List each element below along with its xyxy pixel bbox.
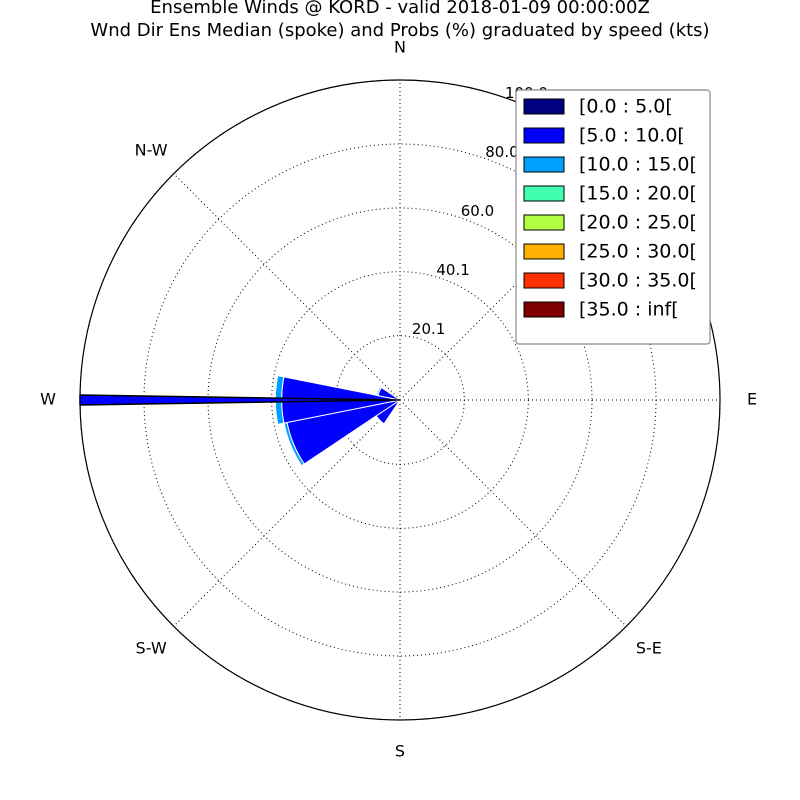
r-tick-label: 80.0 (485, 143, 518, 161)
legend-label: [15.0 : 20.0[ (579, 183, 697, 205)
legend-label: [30.0 : 35.0[ (579, 270, 697, 292)
direction-label: E (747, 390, 757, 409)
grid-spoke (399, 173, 627, 401)
direction-label: S (395, 742, 405, 761)
grid-ring (143, 143, 657, 657)
chart-subtitle: Wnd Dir Ens Median (spoke) and Probs (%)… (90, 20, 709, 41)
legend-label: [10.0 : 15.0[ (579, 154, 697, 176)
r-tick-label: 20.1 (412, 320, 445, 338)
legend-swatch (523, 243, 565, 260)
legend-swatch (523, 272, 565, 289)
legend-label: [5.0 : 10.0[ (579, 125, 685, 147)
grid-spoke (173, 173, 401, 401)
direction-label: N (394, 38, 406, 57)
grid-spoke (399, 399, 627, 627)
legend-label: [20.0 : 25.0[ (579, 212, 697, 234)
direction-label: S-E (636, 638, 662, 657)
legend-label: [25.0 : 30.0[ (579, 241, 697, 263)
direction-label: S-W (136, 638, 167, 657)
grid-ring (271, 271, 529, 529)
direction-label: W (40, 390, 56, 409)
chart-title: Ensemble Winds @ KORD - valid 2018-01-09… (150, 0, 650, 18)
legend-label: [35.0 : inf[ (579, 299, 679, 321)
grid-ring (207, 207, 593, 593)
grid-ring (335, 335, 465, 465)
r-tick-label: 60.0 (461, 202, 494, 220)
r-tick-label: 40.1 (436, 261, 469, 279)
median-spoke (79, 394, 401, 406)
legend-swatch (523, 156, 565, 173)
legend-label: [0.0 : 5.0[ (579, 96, 673, 118)
direction-label: N-W (135, 141, 168, 160)
grid-spoke (173, 399, 401, 627)
legend-swatch (523, 301, 565, 318)
wedge (274, 375, 279, 425)
legend-swatch (523, 185, 565, 202)
legend-swatch (523, 127, 565, 144)
legend: [0.0 : 5.0[ [5.0 : 10.0[ [10.0 : 15.0[ [15.… (515, 89, 711, 345)
legend-swatch (523, 98, 565, 115)
legend-swatch (523, 214, 565, 231)
